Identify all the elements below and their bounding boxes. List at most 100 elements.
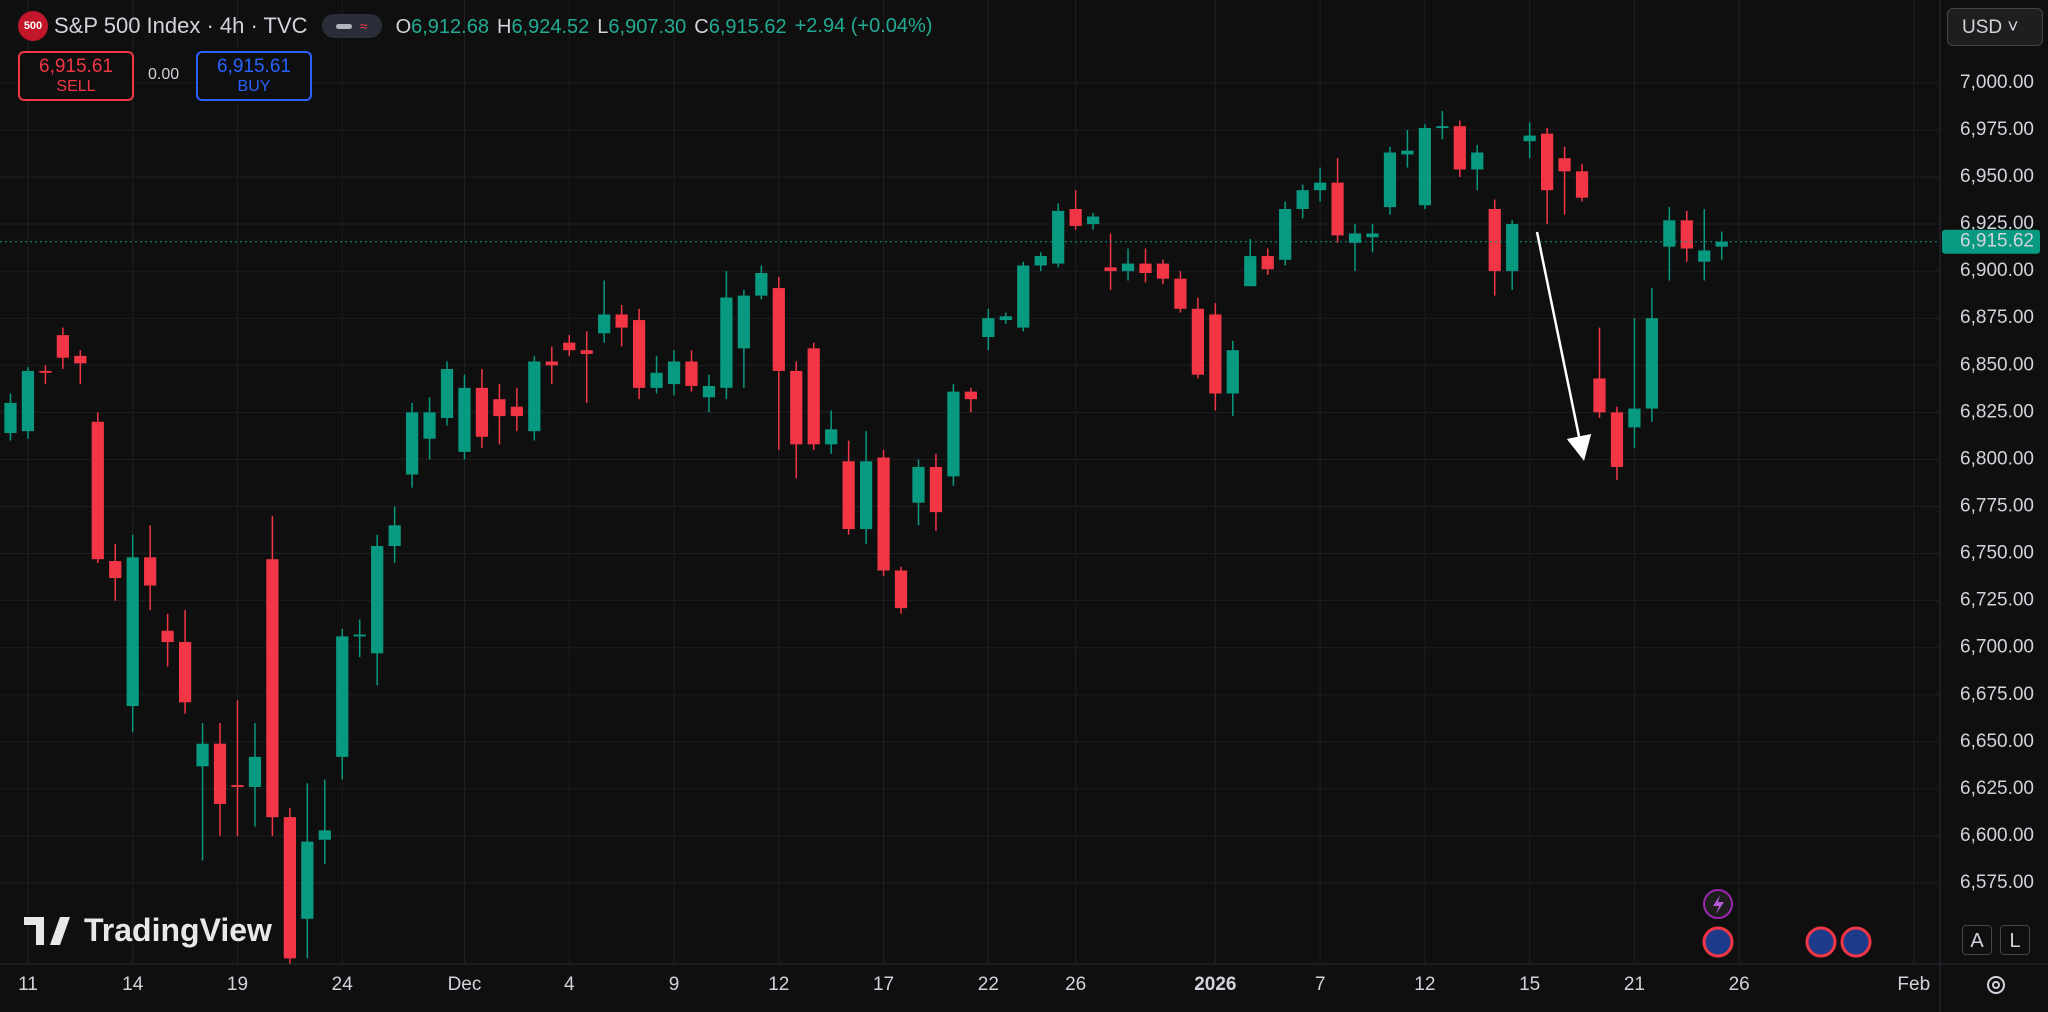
candle-body xyxy=(283,817,296,959)
candle-body xyxy=(1401,150,1414,155)
ohlc-label: C xyxy=(694,16,709,38)
candle-body xyxy=(1191,308,1204,375)
candle-body xyxy=(877,457,890,571)
watermark: TradingView xyxy=(24,912,272,949)
candle-body xyxy=(74,355,87,364)
x-tick-label: 22 xyxy=(978,974,999,995)
candle-body xyxy=(685,361,698,386)
candle-body xyxy=(475,387,489,437)
y-tick-label: 6,925.00 xyxy=(1960,213,2034,234)
sell-label: SELL xyxy=(56,78,96,95)
candle-body xyxy=(196,743,209,767)
candle-body xyxy=(458,387,471,452)
flag-events[interactable] xyxy=(1702,926,1872,958)
candle-body xyxy=(545,361,558,366)
candle-body xyxy=(1209,314,1222,394)
candle-body xyxy=(702,385,716,398)
candle-body xyxy=(1086,216,1100,225)
sell-price: 6,915.61 xyxy=(39,56,113,77)
candle-body xyxy=(1331,182,1344,236)
candle-body xyxy=(440,369,454,418)
candle-body xyxy=(807,348,820,445)
candle-body xyxy=(109,561,122,579)
sell-button[interactable]: 6,915.61 SELL xyxy=(18,51,134,101)
candle-body xyxy=(1174,278,1187,309)
ohlc-item: L6,907.30 xyxy=(597,16,686,38)
currency: USD xyxy=(1962,17,2003,38)
currency-button[interactable]: USD ˅ xyxy=(1947,8,2043,46)
candle-body xyxy=(266,559,279,818)
y-tick-label: 7,000.00 xyxy=(1960,72,2034,93)
buy-label: BUY xyxy=(237,78,271,95)
candle-body xyxy=(1628,408,1641,428)
candle-body xyxy=(213,743,227,804)
candle-body xyxy=(859,461,873,530)
candle-body xyxy=(1540,133,1554,191)
candle-body xyxy=(1261,256,1274,270)
x-tick-label: Dec xyxy=(448,974,482,995)
candle-body xyxy=(510,406,523,417)
candle-body xyxy=(1244,256,1257,287)
x-tick-label: 2026 xyxy=(1194,974,1236,995)
candle-body xyxy=(894,570,908,609)
x-tick-label: 17 xyxy=(873,974,894,995)
candle-body xyxy=(772,288,785,371)
y-tick-label: 6,700.00 xyxy=(1960,637,2034,658)
candle-body xyxy=(318,830,331,840)
arrow-drawing[interactable] xyxy=(1535,231,1592,461)
candle-body xyxy=(1680,220,1693,249)
buy-button[interactable]: 6,915.61 BUY xyxy=(196,51,312,101)
settings-gear[interactable] xyxy=(1987,976,2005,994)
candle-body xyxy=(825,429,838,445)
candle-body xyxy=(1593,378,1606,413)
candle-body xyxy=(1121,263,1135,272)
symbol-title[interactable]: S&P 500 Index · 4h · TVC xyxy=(54,13,308,38)
candle-body xyxy=(388,525,401,547)
candle-body xyxy=(528,361,541,432)
candle-body xyxy=(737,295,750,349)
candle-body xyxy=(1523,135,1536,142)
candle-body xyxy=(91,421,104,560)
candle-body xyxy=(1104,267,1117,272)
candle-body xyxy=(842,461,855,530)
log-button[interactable]: L xyxy=(2000,925,2030,955)
candle-body xyxy=(371,546,384,654)
spread: 0.00 xyxy=(148,66,180,83)
y-tick-label: 6,650.00 xyxy=(1960,731,2034,752)
candle-body xyxy=(1418,128,1431,206)
candle-body xyxy=(1663,220,1676,247)
candle-body xyxy=(405,412,419,475)
candle-body xyxy=(720,297,733,388)
candle-body xyxy=(982,318,995,338)
x-tick-label: 14 xyxy=(122,974,144,995)
candle-body xyxy=(4,402,17,434)
x-tick-label: 26 xyxy=(1729,974,1750,995)
ohlc-label: O xyxy=(395,16,412,38)
x-tick-label: 7 xyxy=(1315,974,1326,995)
candle-body xyxy=(650,372,663,388)
y-tick-label: 6,600.00 xyxy=(1960,825,2034,846)
ohlc-item: O6,912.68 xyxy=(396,16,489,38)
candle-body xyxy=(1313,182,1327,191)
buy-price: 6,915.61 xyxy=(217,56,291,77)
x-tick-label: 24 xyxy=(332,974,354,995)
candle-body xyxy=(1471,152,1484,170)
y-tick-label: 6,725.00 xyxy=(1960,590,2034,611)
y-tick-label: 6,625.00 xyxy=(1960,778,2034,799)
candle-body xyxy=(1052,210,1065,264)
candle-body xyxy=(248,756,262,788)
candle-body xyxy=(1156,263,1170,279)
candle-body xyxy=(423,412,436,439)
toggle[interactable]: ≈ xyxy=(321,14,382,38)
candle-body xyxy=(1279,208,1292,260)
candle-body xyxy=(178,642,192,703)
candle-body xyxy=(336,636,349,757)
ohlc-value: 6,912.68 xyxy=(411,16,489,38)
y-tick-label: 6,750.00 xyxy=(1960,543,2034,564)
candle-body xyxy=(755,273,768,296)
x-tick-label: 9 xyxy=(669,974,680,995)
auto-button[interactable]: A xyxy=(1962,925,1992,955)
candle-body xyxy=(1610,412,1624,467)
candle-body xyxy=(1575,171,1589,198)
